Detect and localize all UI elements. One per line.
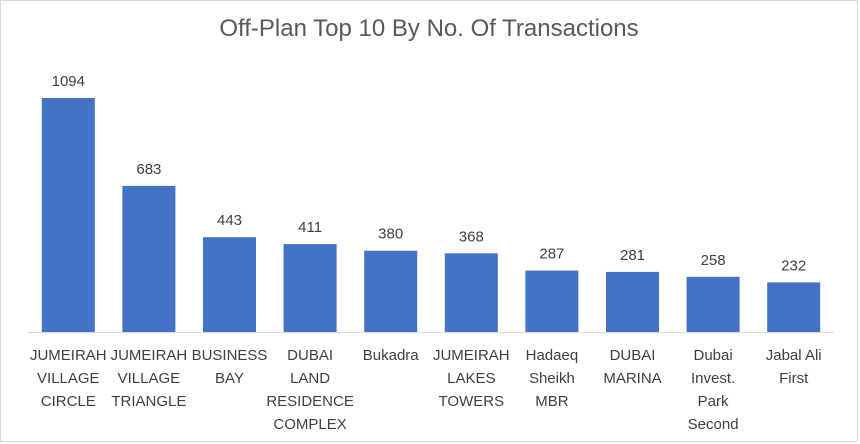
category-label-line: First	[779, 370, 809, 387]
category-label-line: VILLAGE	[118, 370, 181, 387]
category-label-line: TRIANGLE	[111, 393, 186, 410]
category-label-line: Bukadra	[363, 347, 420, 364]
bar-6	[444, 253, 498, 332]
category-label-line: DUBAI	[610, 347, 656, 364]
category-label-line: COMPLEX	[273, 416, 346, 433]
category-label-8: DUBAI MARINA	[603, 347, 661, 387]
category-label-line: JUMEIRAH	[433, 347, 510, 364]
category-label-line: Second	[688, 416, 739, 433]
category-label-line: Invest.	[691, 370, 735, 387]
chart-title: Off-Plan Top 10 By No. Of Transactions	[219, 15, 639, 42]
category-label-1: JUMEIRAH VILLAGE CIRCLE	[30, 347, 107, 410]
value-label-3: 443	[217, 212, 242, 229]
category-label-line: Hadaeq	[526, 347, 579, 364]
value-label-9: 258	[701, 252, 726, 269]
category-label-line: TOWERS	[439, 393, 505, 410]
category-label-3: BUSINESS BAY	[192, 347, 268, 387]
category-label-line: BUSINESS	[192, 347, 268, 364]
category-label-line: Jabal Ali	[766, 347, 822, 364]
bar-8	[606, 271, 659, 332]
value-label-6: 368	[459, 228, 484, 245]
category-label-9: Dubai Invest. Park Second	[688, 347, 739, 433]
bar-3	[203, 237, 256, 332]
category-label-5: Bukadra	[363, 347, 420, 364]
value-label-8: 281	[620, 247, 645, 264]
category-label-line: MBR	[535, 393, 569, 410]
category-label-line: Dubai	[693, 347, 732, 364]
category-label-line: LAKES	[447, 370, 495, 387]
category-label-line: JUMEIRAH	[111, 347, 188, 364]
category-label-4: DUBAI LAND RESIDENCE COMPLEX	[266, 347, 354, 433]
category-label-line: Park	[698, 393, 729, 410]
category-label-line: RESIDENCE	[266, 393, 354, 410]
category-label-2: JUMEIRAH VILLAGE TRIANGLE	[111, 347, 188, 410]
bar-7	[525, 270, 579, 332]
bar-10	[767, 282, 821, 332]
value-label-7: 287	[539, 246, 564, 263]
category-label-line: CIRCLE	[41, 393, 96, 410]
category-label-line: Sheikh	[529, 370, 575, 387]
category-label-line: MARINA	[603, 370, 661, 387]
bar-4	[283, 244, 337, 332]
category-label-line: VILLAGE	[37, 370, 100, 387]
category-label-line: JUMEIRAH	[30, 347, 107, 364]
value-label-5: 380	[378, 226, 403, 243]
bar-5	[364, 250, 418, 332]
category-label-7: Hadaeq Sheikh MBR	[526, 347, 579, 410]
value-label-2: 683	[136, 161, 161, 178]
value-label-1: 1094	[52, 73, 85, 90]
bar-1	[41, 98, 95, 332]
category-label-6: JUMEIRAH LAKES TOWERS	[433, 347, 510, 410]
category-label-line: LAND	[290, 370, 330, 387]
value-label-10: 232	[781, 257, 806, 274]
category-label-line: DUBAI	[287, 347, 333, 364]
bar-9	[686, 276, 740, 332]
bar-2	[122, 185, 176, 332]
category-label-10: Jabal Ali First	[766, 347, 822, 387]
category-label-line: BAY	[215, 370, 244, 387]
value-label-4: 411	[298, 219, 322, 236]
